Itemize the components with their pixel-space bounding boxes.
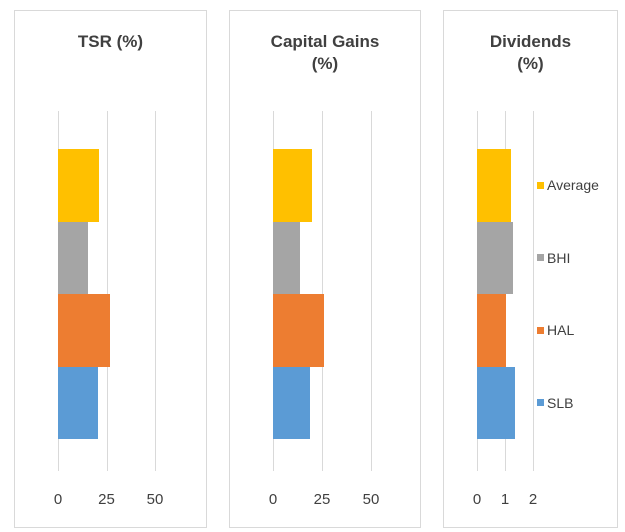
x-tick-label: 25 bbox=[313, 491, 331, 508]
x-tick-label: 2 bbox=[528, 491, 538, 508]
grid-line bbox=[371, 111, 372, 471]
chart-panel: Dividends (%) 0 1 2 SLB HAL BHI Average bbox=[443, 10, 618, 528]
bar bbox=[273, 221, 301, 294]
bar bbox=[58, 149, 99, 222]
bar bbox=[273, 149, 313, 222]
chart-title: Capital Gains (%) bbox=[270, 32, 380, 73]
chart-title: TSR (%) bbox=[77, 32, 144, 51]
chart-panel: TSR (%) 0 25 50 bbox=[14, 10, 207, 528]
legend-marker bbox=[537, 181, 544, 189]
legend-marker bbox=[537, 254, 544, 262]
bar bbox=[58, 294, 111, 367]
bar bbox=[477, 294, 507, 367]
grid-line bbox=[533, 111, 534, 471]
legend-label: BHI bbox=[547, 249, 571, 266]
x-tick-label: 0 bbox=[53, 491, 63, 508]
legend-label: HAL bbox=[547, 322, 575, 339]
legend-marker bbox=[537, 326, 544, 334]
x-tick-label: 0 bbox=[268, 491, 278, 508]
bar bbox=[273, 366, 311, 439]
legend-label: Average bbox=[547, 177, 599, 194]
grid-line bbox=[155, 111, 156, 471]
grid-line bbox=[106, 111, 108, 471]
grid-line bbox=[322, 111, 323, 471]
chart-panel: Capital Gains (%) 0 25 50 bbox=[229, 10, 421, 528]
x-tick-label: 25 bbox=[98, 491, 115, 508]
x-tick-label: 0 bbox=[472, 491, 482, 508]
bar bbox=[477, 366, 515, 439]
bar bbox=[477, 221, 514, 294]
bar bbox=[58, 221, 89, 294]
x-tick-label: 1 bbox=[500, 491, 510, 508]
x-tick-label: 50 bbox=[146, 491, 164, 508]
legend-label: SLB bbox=[547, 394, 574, 411]
x-tick-label: 50 bbox=[362, 491, 380, 508]
chart-title: Dividends (%) bbox=[489, 32, 572, 73]
legend-marker bbox=[537, 399, 544, 407]
bar bbox=[477, 149, 511, 222]
bar bbox=[273, 294, 324, 367]
bar bbox=[58, 366, 98, 439]
